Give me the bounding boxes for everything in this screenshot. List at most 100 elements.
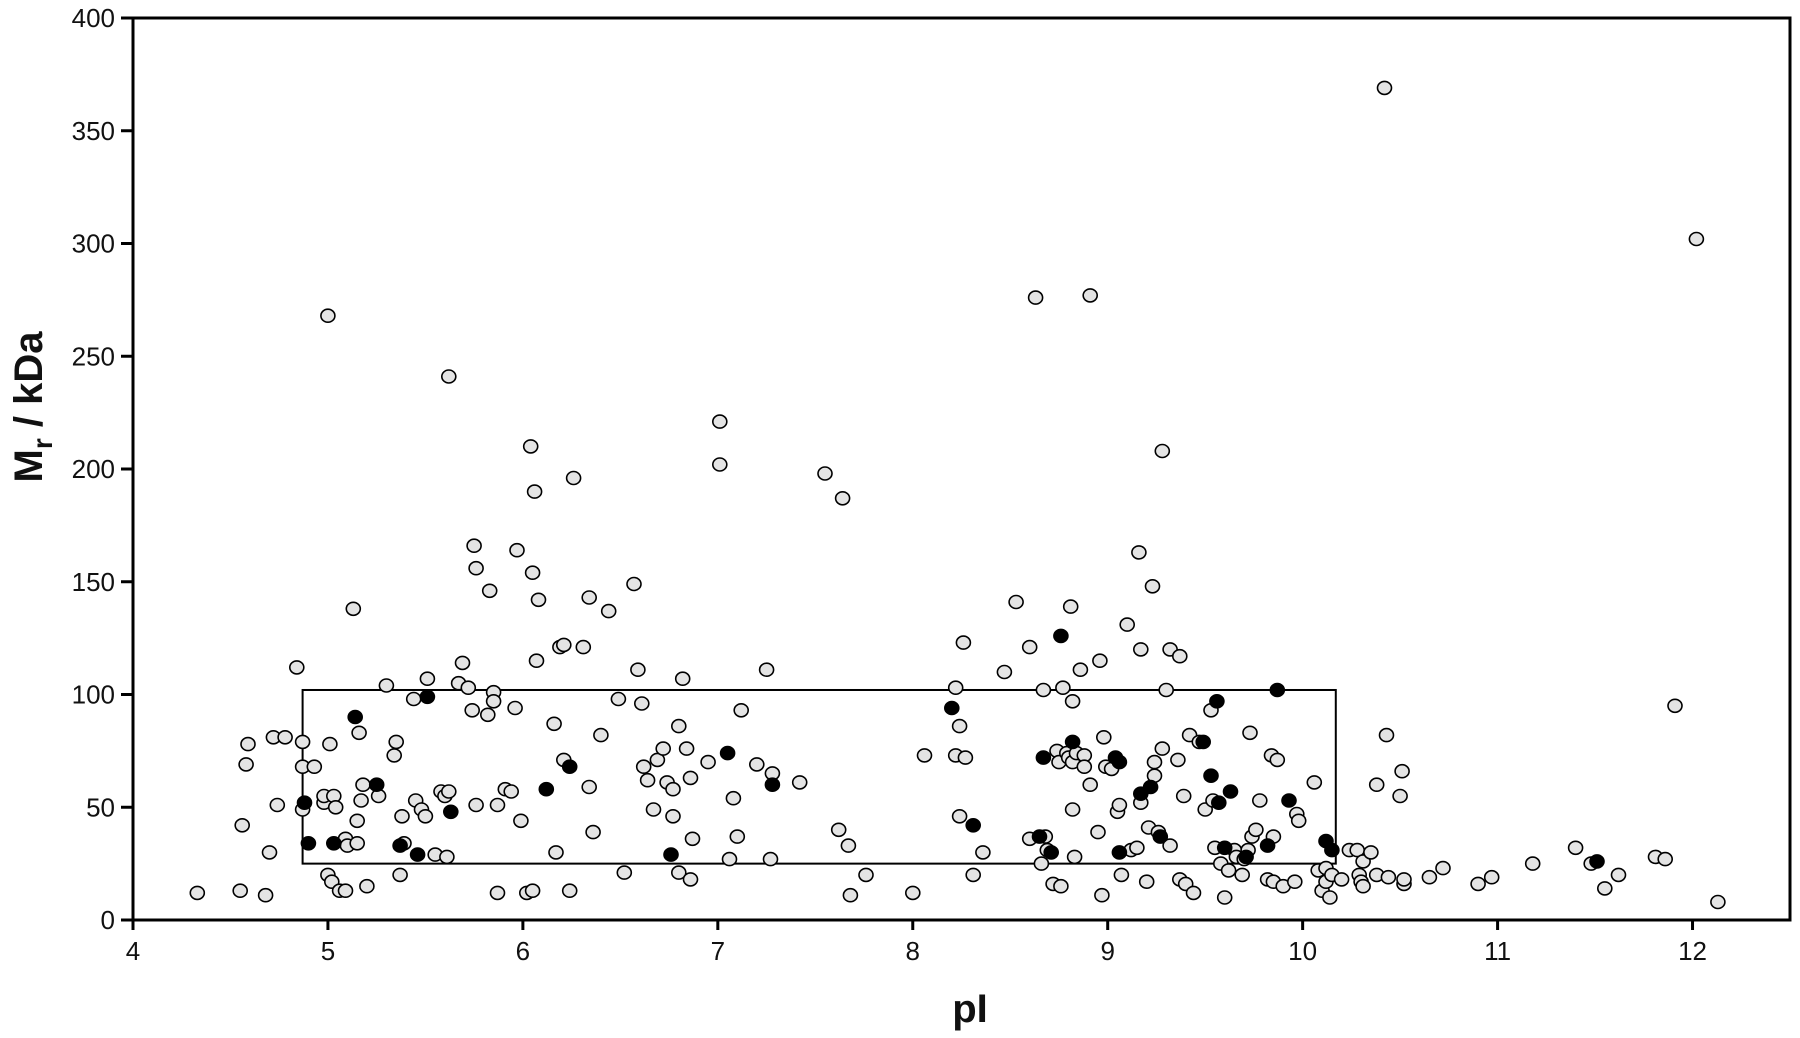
data-point-open [530,592,547,608]
data-point-open [1146,754,1163,770]
data-point-filled [764,777,781,793]
y-tick-label: 100 [72,680,115,710]
data-point-open [546,716,562,732]
data-point-open [526,484,543,499]
data-point-open [1033,856,1050,871]
data-point-open [1008,594,1024,610]
data-point-open [1368,777,1385,793]
data-point-open [951,718,968,734]
data-point-filled [1211,795,1227,811]
data-point-open [1396,872,1412,887]
data-point-open [509,542,525,558]
data-point-open [1133,642,1149,657]
data-point-filled [1216,840,1233,856]
data-point-open [555,637,572,653]
data-point-open [729,829,746,844]
y-tick-label: 300 [72,229,115,259]
data-point-filled [1195,734,1211,750]
data-point-open [1064,693,1081,709]
data-point-open [277,729,293,745]
data-point-open [593,727,609,743]
data-point-open [858,867,874,883]
data-point-open [481,583,498,599]
data-point-open [349,835,366,851]
data-point-filled [561,759,578,775]
data-point-open [524,565,541,581]
data-point-open [240,736,256,752]
data-point-open [1435,860,1451,876]
data-point-open [633,696,650,711]
data-point-open [388,734,405,750]
data-point-filled [943,700,960,716]
y-axis: 0 50 100 150 200 250 300 350 400 [72,3,133,935]
data-point-open [440,369,457,384]
data-point-open [524,883,541,899]
data-point-open [957,750,974,765]
data-point-open [1269,752,1286,768]
data-point-open [684,831,701,847]
data-point-open [1667,698,1683,714]
data-point-filled [419,689,436,705]
data-point-open [1021,639,1038,655]
x-axis-title: pI [952,987,988,1031]
data-point-open [817,466,833,481]
data-point-filled [368,777,385,793]
data-point-open [1072,662,1089,678]
data-point-open [678,741,695,756]
y-tick-label: 50 [86,792,115,822]
highlight-region [301,688,1337,865]
data-point-filled [663,847,679,862]
data-point-open [337,883,354,899]
data-point-open [405,691,422,707]
x-tick-label: 11 [1484,936,1511,966]
data-point-open [585,824,601,840]
data-point-open [1378,727,1395,743]
data-point-filled [1222,784,1239,799]
data-point-open [616,865,633,880]
data-point-open [748,757,765,772]
data-point-open [386,748,403,763]
data-point-open [1322,890,1338,905]
data-point-open [1170,752,1186,768]
data-point-filled [1035,750,1052,765]
data-point-open [232,883,248,899]
data-point-open [1380,869,1397,885]
data-point-open [834,490,851,506]
data-point-open [353,793,369,808]
data-point-open [1162,838,1178,853]
data-point-open [1287,874,1303,890]
data-point-open [565,470,582,486]
y-tick-label: 150 [72,567,115,597]
data-point-open [700,754,716,770]
y-axis-title-subscript: r [27,438,58,449]
data-point-open [1394,763,1410,779]
data-point-open [1220,863,1237,878]
data-point-filled [1111,845,1128,860]
data-point-open [830,822,847,838]
data-point-open [1567,840,1584,856]
data-point-open [394,808,410,824]
data-point-open [1333,872,1350,887]
data-point-filled [325,835,342,851]
data-point-open [417,808,434,824]
data-point-open [670,865,687,880]
x-axis: 4 5 6 7 8 9 10 11 12 [126,920,1707,966]
data-point-open [351,725,367,741]
data-point-filled [1203,768,1219,784]
data-point-open [762,851,779,867]
data-point-open [655,741,672,756]
data-point-filled [1324,842,1340,858]
data-point-filled [1111,754,1128,770]
data-point-open [1066,849,1083,865]
data-point-open [1216,890,1233,905]
data-point-open [791,775,808,790]
data-point-open [965,867,982,883]
data-point-open [1175,788,1192,804]
data-point-open [548,845,564,860]
data-point-filled [442,804,459,820]
data-point-open [1242,725,1258,741]
data-point-open [189,885,206,901]
data-point-open [419,671,436,687]
